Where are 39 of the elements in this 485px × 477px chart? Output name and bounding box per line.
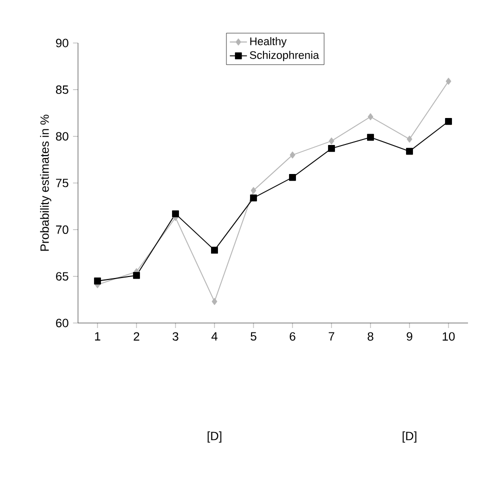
text: [D] <box>402 431 416 443</box>
y-tick-label: 75 <box>56 178 68 188</box>
x-tick-label: 10 <box>442 332 455 341</box>
point <box>406 136 412 143</box>
y-tick-label: 80 <box>56 132 68 141</box>
point <box>446 78 452 85</box>
point <box>367 134 374 141</box>
point <box>250 187 256 194</box>
point <box>212 298 218 305</box>
legend-label: Schizophrenia <box>250 50 320 62</box>
point <box>211 246 218 254</box>
point <box>406 148 413 155</box>
point <box>289 174 296 181</box>
x-tick-label: 4 <box>211 332 218 340</box>
x-tick-label: 5 <box>250 332 256 341</box>
legend-label: Healthy <box>250 37 287 48</box>
x-tick-label: 8 <box>368 332 374 341</box>
text: [D] <box>208 431 222 443</box>
x-tick-label: 6 <box>290 332 296 341</box>
point <box>94 278 101 284</box>
y-tick-label: 90 <box>56 38 68 48</box>
point <box>250 194 257 202</box>
point <box>290 152 296 158</box>
y-tick-label: 85 <box>56 85 68 94</box>
point <box>368 113 374 120</box>
x-tick-label: 2 <box>134 332 140 341</box>
x-tick-label: 9 <box>406 332 412 341</box>
point <box>172 210 179 218</box>
y-tick-label: 70 <box>56 225 68 234</box>
x-tick-label: 7 <box>328 332 334 340</box>
point <box>133 272 140 279</box>
y-axis-title: Probability estimates in % <box>40 114 52 251</box>
x-tick-label: 1 <box>95 332 100 340</box>
point <box>328 138 334 144</box>
y-tick-label: 60 <box>56 318 68 328</box>
y-tick-label: 65 <box>56 272 68 281</box>
x-tick-label: 3 <box>172 332 178 341</box>
point <box>328 145 335 152</box>
point <box>445 118 452 125</box>
